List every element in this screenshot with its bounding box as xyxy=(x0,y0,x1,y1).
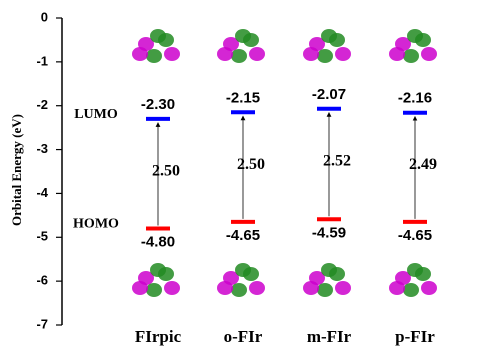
x-tick-label: o-FIr xyxy=(224,327,263,346)
value-label: -2.30 xyxy=(141,96,175,113)
value-label: -2.07 xyxy=(312,86,346,103)
orbital-blob xyxy=(235,29,251,43)
orbital-blob xyxy=(164,47,180,61)
orbital-blob xyxy=(421,47,437,61)
y-tick-label: -7 xyxy=(36,316,48,331)
orbital-blob xyxy=(303,47,319,61)
orbital-blob xyxy=(407,29,423,43)
value-label: -4.65 xyxy=(398,227,432,244)
y-tick-label: -1 xyxy=(36,53,48,68)
orbital-blob xyxy=(217,281,233,295)
x-tick-label: p-FIr xyxy=(395,327,435,346)
orbital-blob xyxy=(132,47,148,61)
chart: Orbital Energy (eV) 0 -1 -2 -3 -4 -5 -6 -7 FIrpi… xyxy=(0,0,478,351)
series-label: HOMO xyxy=(73,217,119,232)
orbital-blob xyxy=(317,49,333,63)
gap-label: 2.49 xyxy=(409,156,437,173)
orbital-blob xyxy=(146,49,162,63)
gap-label: 2.50 xyxy=(152,162,180,179)
orbital-blob xyxy=(421,281,437,295)
gap-label: 2.52 xyxy=(323,153,351,170)
y-axis-label: Orbital Energy (eV) xyxy=(9,114,24,226)
orbital-blob xyxy=(303,281,319,295)
y-tick-label: -4 xyxy=(36,185,48,200)
orbital-blob xyxy=(321,263,337,277)
value-label: -2.16 xyxy=(398,90,432,107)
value-label: -4.80 xyxy=(141,233,175,250)
orbital-blob xyxy=(231,283,247,297)
y-tick-label: -2 xyxy=(36,97,48,112)
orbital-blob xyxy=(403,283,419,297)
orbital-blob xyxy=(407,263,423,277)
orbital-blob xyxy=(389,281,405,295)
orbital-blob xyxy=(231,49,247,63)
value-label: -2.15 xyxy=(226,89,260,106)
orbital-blob xyxy=(132,281,148,295)
orbital-blob xyxy=(146,283,162,297)
orbital-blob xyxy=(317,283,333,297)
orbital-blob xyxy=(249,281,265,295)
x-tick-label: FIrpic xyxy=(135,327,182,346)
y-tick-label: -5 xyxy=(36,229,48,244)
value-label: -4.65 xyxy=(226,227,260,244)
orbital-blob xyxy=(335,47,351,61)
series-label: LUMO xyxy=(74,107,118,122)
orbital-blob xyxy=(217,47,233,61)
orbital-blob xyxy=(150,29,166,43)
value-label: -4.59 xyxy=(312,224,346,241)
orbital-blob xyxy=(335,281,351,295)
orbital-blob xyxy=(403,49,419,63)
orbital-blob xyxy=(164,281,180,295)
gap-label: 2.50 xyxy=(237,156,265,173)
orbital-blob xyxy=(235,263,251,277)
orbital-blob xyxy=(150,263,166,277)
y-tick-label: -6 xyxy=(36,273,48,288)
y-tick-label: 0 xyxy=(41,9,48,24)
orbital-blob xyxy=(321,29,337,43)
x-tick-label: m-FIr xyxy=(307,327,352,346)
y-tick-label: -3 xyxy=(36,141,48,156)
orbital-blob xyxy=(389,47,405,61)
orbital-blob xyxy=(249,47,265,61)
